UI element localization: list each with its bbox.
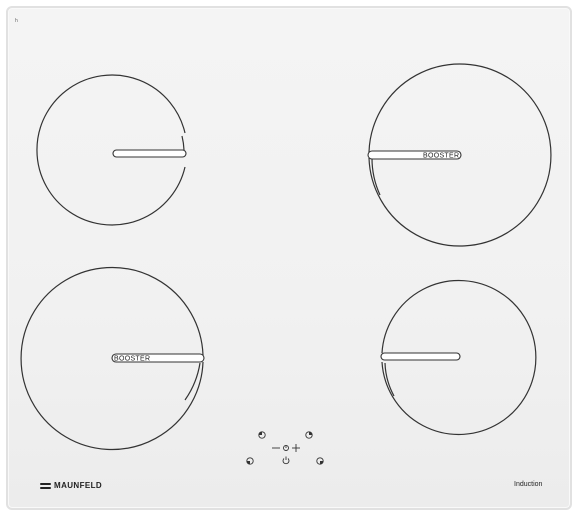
cooking-zone-bottom-left[interactable]: BOOSTER xyxy=(20,266,205,451)
zone-inner-arc-bottom-right xyxy=(384,362,395,397)
zone-selector-bottom-right-icon[interactable] xyxy=(316,457,324,465)
zone-ring-bottom-right xyxy=(381,279,537,436)
zone-selector-top-left-icon[interactable] xyxy=(258,431,266,439)
cooking-zone-bottom-right[interactable] xyxy=(380,279,537,436)
brand-logo: MAUNFELD xyxy=(40,481,102,490)
zone-selector-top-right-icon[interactable] xyxy=(305,431,313,439)
zone-inner-arc-top-left xyxy=(181,135,185,151)
cooking-zone-top-right[interactable]: BOOSTER xyxy=(367,63,552,247)
corner-mark: h xyxy=(15,18,18,24)
maunfeld-logo-icon xyxy=(40,482,51,489)
zone-ring-top-left xyxy=(36,74,186,226)
touch-control-panel xyxy=(246,431,324,465)
brand-name: MAUNFELD xyxy=(54,481,103,490)
booster-label-top-right: BOOSTER xyxy=(423,153,459,160)
hob-type-label: Induction xyxy=(514,481,543,488)
power-icon[interactable] xyxy=(282,456,290,465)
zone-bar-top-left xyxy=(112,149,187,158)
zone-selector-bottom-left-icon[interactable] xyxy=(246,457,254,465)
zone-ring-top-right xyxy=(368,63,552,247)
glass-surface xyxy=(6,6,572,510)
cooking-zone-top-left[interactable] xyxy=(36,74,187,226)
zone-bar-bottom-left xyxy=(111,353,205,363)
zone-bar-top-right xyxy=(367,150,462,160)
zone-bar-bottom-right xyxy=(380,352,461,361)
zone-ring-bottom-left xyxy=(20,266,204,451)
plus-icon[interactable] xyxy=(292,444,300,452)
zone-inner-arc-bottom-left xyxy=(184,362,201,401)
timer-icon[interactable] xyxy=(283,445,289,451)
booster-label-bottom-left: BOOSTER xyxy=(114,356,150,363)
